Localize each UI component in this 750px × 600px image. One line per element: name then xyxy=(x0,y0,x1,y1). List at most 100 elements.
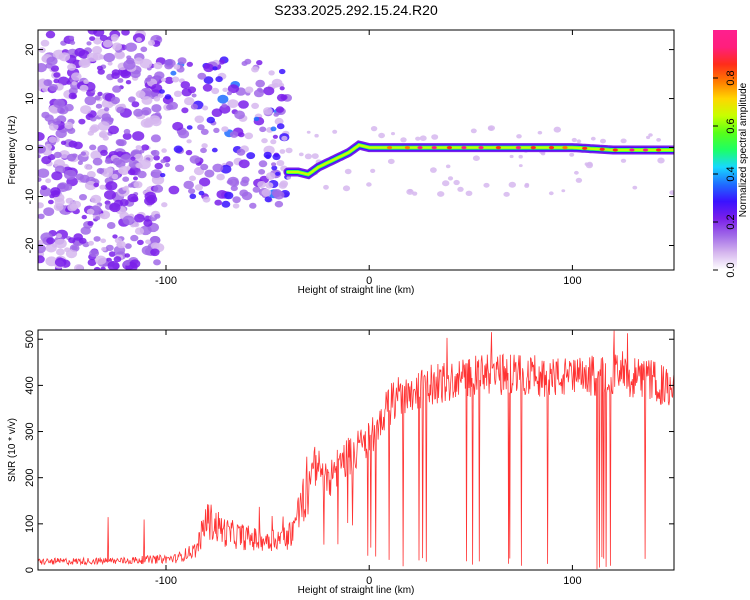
spectrogram-cell xyxy=(153,62,163,70)
spectrogram-cell xyxy=(518,164,523,168)
spectrogram-cell xyxy=(548,191,554,196)
spectrogram-cell xyxy=(77,160,83,165)
spectrogram-cell xyxy=(187,86,197,94)
spectrogram-cell xyxy=(298,152,304,157)
spectrogram-cell xyxy=(106,167,114,173)
spectrogram-cell xyxy=(189,155,201,164)
y-tick-label: 300 xyxy=(24,422,36,440)
spectrogram-cell xyxy=(71,72,82,81)
spectrogram-cell xyxy=(189,175,196,182)
spectrogram-cell xyxy=(94,95,101,101)
snr-y-axis-label: SNR (10 * v/v) xyxy=(7,418,18,482)
y-tick-label: 400 xyxy=(24,376,36,394)
spectrogram-cell xyxy=(263,107,273,115)
snr-ticks: -100 0 100 0 100 200 300 400 500 xyxy=(24,330,674,587)
spectrogram-cell xyxy=(107,261,120,270)
spectrogram-cell xyxy=(186,139,192,144)
spectrogram-cell xyxy=(387,158,395,165)
spectrogram-cell xyxy=(238,159,250,169)
spectrogram-cell xyxy=(164,94,172,100)
spectrogram-cell xyxy=(256,60,263,66)
spectrogram-cell xyxy=(42,86,49,93)
spectrogram-cell xyxy=(268,70,275,76)
spectrogram-cell xyxy=(53,78,60,84)
spectrogram-cell xyxy=(112,157,122,166)
spectrogram-cell xyxy=(160,159,166,164)
ridge-peak xyxy=(515,146,522,150)
spectrogram-cell xyxy=(133,153,144,162)
spectrogram-cell xyxy=(217,94,229,104)
ridge-peak xyxy=(404,146,410,150)
spectrogram-cell xyxy=(344,168,352,175)
spectrogram-cell xyxy=(38,63,47,73)
spectrogram-cell xyxy=(140,46,148,53)
spectrogram-cell xyxy=(129,259,141,269)
spectrogram-cell xyxy=(46,237,55,245)
spectrogram-cell xyxy=(72,153,78,158)
spectrogram-cell xyxy=(106,222,116,229)
spectrogram-cell xyxy=(222,87,228,93)
spectrogram-cell xyxy=(161,148,167,153)
spectrogram-cell xyxy=(96,167,105,174)
spectrogram-cell xyxy=(123,128,131,135)
spectrogram-cell xyxy=(93,37,102,45)
spectrogram-cell xyxy=(160,173,166,178)
spectrogram-cell xyxy=(232,196,241,204)
x-tick-label: 100 xyxy=(563,575,581,587)
spectrogram-cell xyxy=(657,157,665,164)
x-tick-label: 0 xyxy=(366,575,372,587)
spectrogram-cell xyxy=(115,50,125,59)
spectrogram-cell xyxy=(229,131,239,138)
spectrogram-cell xyxy=(391,132,395,136)
spectrogram-x-axis-label: Height of straight line (km) xyxy=(298,285,415,296)
spectrogram-cell xyxy=(99,34,108,42)
spectrogram-cell xyxy=(104,190,116,200)
spectrogram-cell xyxy=(151,104,162,113)
spectrogram-cell xyxy=(160,77,167,82)
spectrogram-cell xyxy=(116,106,125,114)
spectrogram-cell xyxy=(161,202,168,208)
spectrogram-cell xyxy=(93,236,101,242)
spectrogram-cell xyxy=(173,145,183,153)
ridge-peak xyxy=(446,146,452,150)
spectrogram-cell xyxy=(265,154,271,160)
spectrogram-cell xyxy=(124,253,131,258)
spectrogram-cell xyxy=(465,190,473,196)
spectrogram-cell xyxy=(124,243,132,249)
spectrogram-cell xyxy=(400,137,407,143)
spectrogram-cell xyxy=(264,196,272,203)
spectrogram-cell xyxy=(278,68,286,75)
spectrogram-cell xyxy=(53,151,62,159)
spectrogram-cell xyxy=(203,63,214,73)
spectrogram-cell xyxy=(128,183,134,188)
spectrogram-cell xyxy=(89,36,96,41)
spectrogram-cell xyxy=(574,170,579,175)
spectrogram-cell xyxy=(78,118,86,125)
spectrogram-cell xyxy=(96,65,103,71)
spectrogram-cell xyxy=(646,135,651,140)
figure-title: S233.2025.292.15.24.R20 xyxy=(274,2,438,18)
spectrogram-cell xyxy=(201,143,208,149)
spectrogram-cell xyxy=(211,87,220,95)
spectrogram-cell xyxy=(105,181,118,191)
spectrogram-cell xyxy=(68,92,78,100)
spectrogram-cell xyxy=(516,134,522,139)
spectrogram-cell xyxy=(141,107,152,116)
spectrogram-cell xyxy=(38,244,46,254)
spectrogram-cell xyxy=(219,104,231,114)
spectrogram-cell xyxy=(251,102,259,109)
spectrogram-cell xyxy=(332,129,338,134)
spectrogram-cell xyxy=(110,96,120,105)
spectrogram-cell xyxy=(137,239,144,246)
spectrogram-cell xyxy=(171,76,180,83)
spectrogram-cell xyxy=(241,176,250,184)
spectrogram-cell xyxy=(153,184,164,193)
spectrogram-cell xyxy=(100,238,107,244)
spectrogram-cell xyxy=(279,86,285,91)
x-tick-label: 0 xyxy=(366,275,372,287)
spectrogram-cell xyxy=(101,113,112,121)
spectrogram-cell xyxy=(419,135,427,141)
ridge-peak xyxy=(530,146,536,150)
